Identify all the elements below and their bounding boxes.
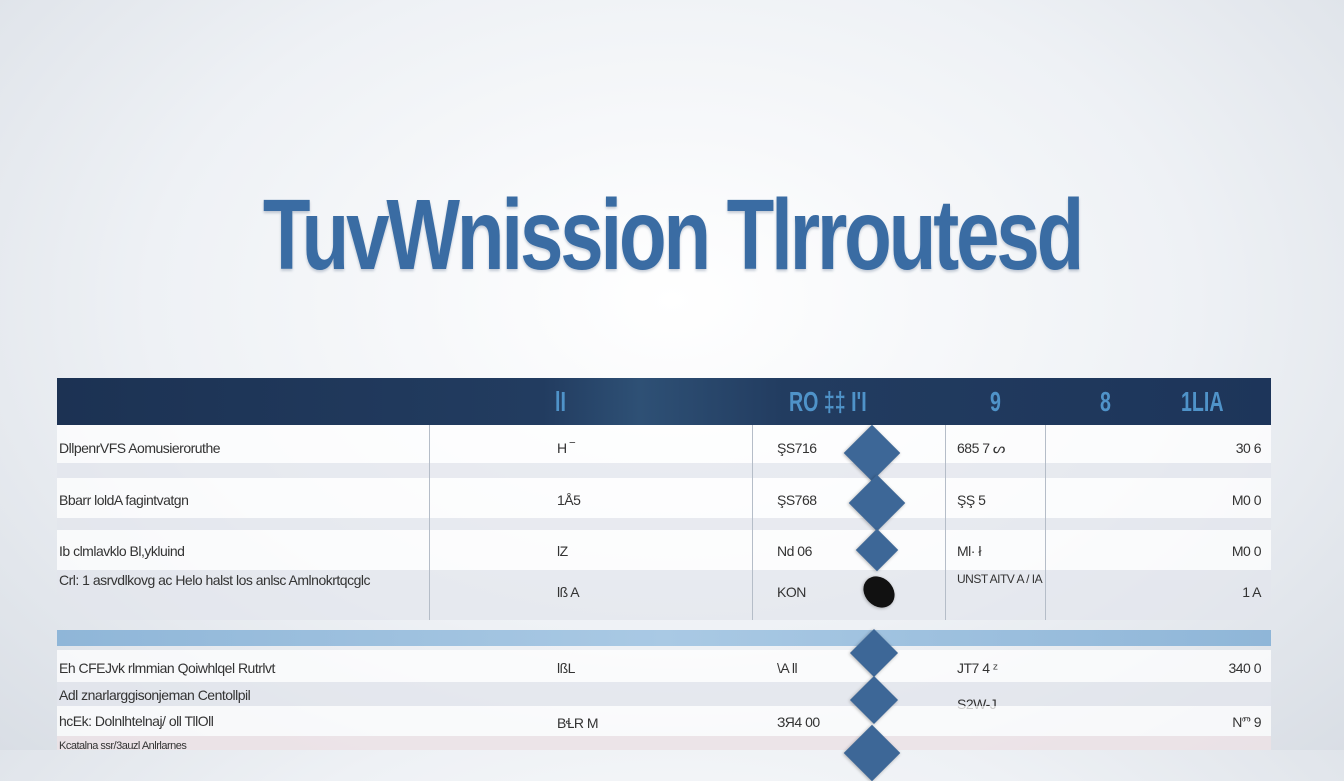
table-row[interactable]: hcEk: Dolnlhtelnaj/ oll TllOll BꞭR M ЗЯ4… <box>57 706 1271 736</box>
cell: ЗЯ4 00 <box>777 714 820 730</box>
column-divider <box>752 425 753 620</box>
row-spacer <box>57 518 1271 530</box>
column-header[interactable]: 9 <box>990 386 1001 417</box>
row-label: Bbarr loldA fagintvatgn <box>59 492 189 508</box>
row-label: DllpenrVFS Aomusieroruthe <box>59 440 221 456</box>
cell: Ml· ł <box>957 543 981 559</box>
cell: lZ <box>557 543 568 559</box>
cell: ŞŞ 5 <box>957 492 986 508</box>
cell: 1 A <box>1242 584 1261 600</box>
cell: ŞS716 <box>777 440 817 456</box>
page-title: TuvWnission Tlrroutesd <box>262 179 1084 291</box>
row-label: Ib clmlavklo Bl,ykluind <box>59 543 185 559</box>
cell: lß A <box>557 584 580 600</box>
column-header[interactable]: 8 <box>1100 386 1111 417</box>
section-separator <box>57 630 1271 646</box>
cell: M0 0 <box>1231 492 1262 508</box>
table-row[interactable]: DllpenrVFS Aomusieroruthe H ‾ ŞS716 685 … <box>57 425 1271 463</box>
data-table: lI RO ‡‡ I'I 9 8 1LIA DllpenrVFS Aomusie… <box>57 378 1271 781</box>
column-header[interactable]: RO ‡‡ I'I <box>789 386 867 417</box>
column-header[interactable]: 1LIA <box>1181 386 1224 417</box>
cell: M0 0 <box>1231 543 1262 559</box>
column-divider <box>1045 425 1046 620</box>
table-row[interactable]: Ib clmlavklo Bl,ykluind lZ Nd 06 Ml· ł M… <box>57 530 1271 570</box>
table-header: lI RO ‡‡ I'I 9 8 1LIA <box>57 378 1271 425</box>
cell: 340 0 <box>1228 660 1261 676</box>
row-spacer <box>57 463 1271 478</box>
row-label: Kcatalna ssr/3auzl Anlrlarnes <box>59 740 187 752</box>
table-row[interactable]: Crl: 1 asrvdlkovg ac Helo halst los anls… <box>57 570 1271 620</box>
table-row[interactable]: Adl znarlarggisonjeman Centollpil S2W-J <box>57 682 1271 712</box>
table-row[interactable]: Kcatalna ssr/3auzl Anlrlarnes <box>57 736 1271 752</box>
cell: Nⱅ 9 <box>1232 714 1261 730</box>
cell: H ‾ <box>557 440 575 456</box>
table-row[interactable]: Eh CFEJvk rlmmian Qoiwhlqel Rutrlvt lßL … <box>57 650 1271 682</box>
table-row[interactable]: Bbarr loldA fagintvatgn 1Å5 ŞS768 ŞŞ 5 M… <box>57 478 1271 518</box>
cell: 1Å5 <box>557 492 581 508</box>
cell: KON <box>777 584 806 600</box>
cell: UNST AITV A / IA <box>957 572 1043 586</box>
cell: \A ll <box>777 660 798 676</box>
cell: 685 7 ᔕ <box>957 440 1005 456</box>
row-label: hcEk: Dolnlhtelnaj/ oll TllOll <box>59 713 214 729</box>
row-label: Eh CFEJvk rlmmian Qoiwhlqel Rutrlvt <box>59 660 275 676</box>
column-divider <box>429 425 430 620</box>
cell: JT7 4 ᶻ <box>957 660 998 676</box>
cell: lßL <box>557 660 575 676</box>
cell: ŞS768 <box>777 492 817 508</box>
column-header[interactable]: lI <box>555 386 566 417</box>
row-label: Crl: 1 asrvdlkovg ac Helo halst los anls… <box>59 572 370 588</box>
column-divider <box>945 425 946 620</box>
row-label: Adl znarlarggisonjeman Centollpil <box>59 687 251 703</box>
cell: BꞭR M <box>557 715 599 731</box>
cell: Nd 06 <box>777 543 812 559</box>
cell: 30 6 <box>1235 440 1262 456</box>
